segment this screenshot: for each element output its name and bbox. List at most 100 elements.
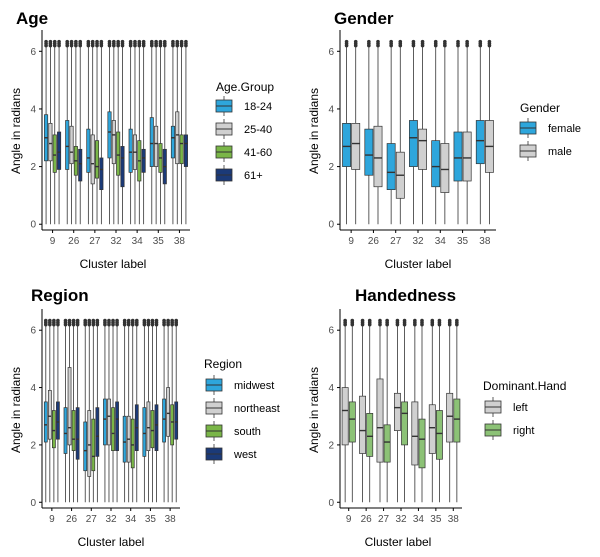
x-tick-label: 34 <box>435 236 447 247</box>
outlier-point <box>83 322 88 327</box>
outlier-point <box>360 322 365 327</box>
box <box>394 392 401 431</box>
outlier-point <box>455 322 459 327</box>
x-tick-label: 34 <box>132 236 144 247</box>
box <box>174 401 179 440</box>
outlier-point <box>95 322 100 327</box>
outlier-point <box>478 43 483 48</box>
y-tick-label: 0 <box>30 498 36 509</box>
box <box>170 404 175 446</box>
box <box>99 157 104 190</box>
outlier-point <box>175 43 180 48</box>
box <box>149 117 154 167</box>
panel-handedness: Handedness Angle in radians Cluster labe… <box>307 286 566 549</box>
x-axis-label: Cluster label <box>80 257 147 271</box>
outlier-point <box>128 43 133 48</box>
outlier-point <box>130 322 135 327</box>
outlier-point <box>63 322 68 327</box>
x-tick-label: 35 <box>457 236 469 247</box>
box <box>409 120 418 167</box>
legend-title: Age.Group <box>216 80 274 94</box>
outlier-point <box>154 322 159 327</box>
box <box>146 401 151 451</box>
box <box>75 407 80 460</box>
box <box>95 407 100 457</box>
box <box>111 120 116 165</box>
box <box>154 404 159 451</box>
y-tick-label: 0 <box>328 498 334 509</box>
outlier-point <box>170 322 174 327</box>
outlier-point <box>78 43 83 48</box>
outlier-point <box>107 43 112 48</box>
box <box>359 395 366 454</box>
x-tick-label: 26 <box>66 514 78 525</box>
outlier-point <box>150 322 155 327</box>
outlier-point <box>402 322 407 327</box>
outlier-point <box>48 322 52 327</box>
y-tick-label: 6 <box>30 326 36 337</box>
legend-label: 25-40 <box>244 124 272 136</box>
box <box>411 401 419 466</box>
box <box>154 125 159 167</box>
legend-label: 61+ <box>244 170 263 182</box>
x-tick-label: 9 <box>346 514 352 525</box>
box <box>116 131 121 176</box>
outlier-point <box>420 43 425 48</box>
box <box>150 410 155 449</box>
legend-label: 41-60 <box>244 147 272 159</box>
outlier-point <box>112 43 116 48</box>
outlier-point <box>126 322 131 327</box>
box <box>52 134 57 173</box>
y-axis-label: Angle in radians <box>9 367 23 453</box>
box <box>69 125 74 165</box>
outlier-point <box>142 322 147 327</box>
outlier-point <box>103 322 107 327</box>
outlier-point <box>133 43 137 48</box>
box <box>57 131 62 170</box>
outlier-point <box>437 322 442 327</box>
outlier-point <box>350 322 355 327</box>
box <box>179 134 184 165</box>
box <box>453 398 461 443</box>
box <box>107 398 111 446</box>
outlier-point <box>116 43 120 48</box>
outlier-point <box>465 43 469 48</box>
outlier-point <box>87 322 92 327</box>
box <box>475 120 485 165</box>
x-axis-label: Cluster label <box>78 535 145 549</box>
box <box>91 418 96 472</box>
box <box>341 387 349 446</box>
box <box>386 143 396 190</box>
box <box>383 424 391 463</box>
y-tick-label: 2 <box>30 440 36 451</box>
box <box>107 111 112 159</box>
box <box>48 123 53 162</box>
outlier-point <box>52 322 56 327</box>
box <box>47 390 52 440</box>
box <box>142 407 147 457</box>
box <box>63 407 68 454</box>
box <box>120 146 125 188</box>
x-tick-label: 38 <box>479 236 491 247</box>
y-tick-label: 6 <box>30 47 36 58</box>
outlier-point <box>146 322 151 327</box>
outlier-point <box>44 43 48 48</box>
outlier-point <box>122 322 127 327</box>
box <box>364 128 374 176</box>
panel-region: Region Angle in radians Cluster label Re… <box>9 286 280 549</box>
outlier-point <box>90 43 95 48</box>
x-tick-label: 26 <box>68 236 80 247</box>
outlier-point <box>389 43 393 48</box>
x-axis-label: Cluster label <box>385 257 452 271</box>
outlier-point <box>376 43 380 48</box>
outlier-point <box>395 322 400 327</box>
outlier-point <box>43 322 48 327</box>
legend-title: Gender <box>520 101 560 115</box>
x-tick-label: 26 <box>368 236 380 247</box>
outlier-point <box>344 43 349 48</box>
outlier-point <box>75 322 80 327</box>
box <box>166 387 170 437</box>
outlier-point <box>99 43 104 48</box>
box <box>436 410 443 460</box>
outlier-point <box>65 43 70 48</box>
